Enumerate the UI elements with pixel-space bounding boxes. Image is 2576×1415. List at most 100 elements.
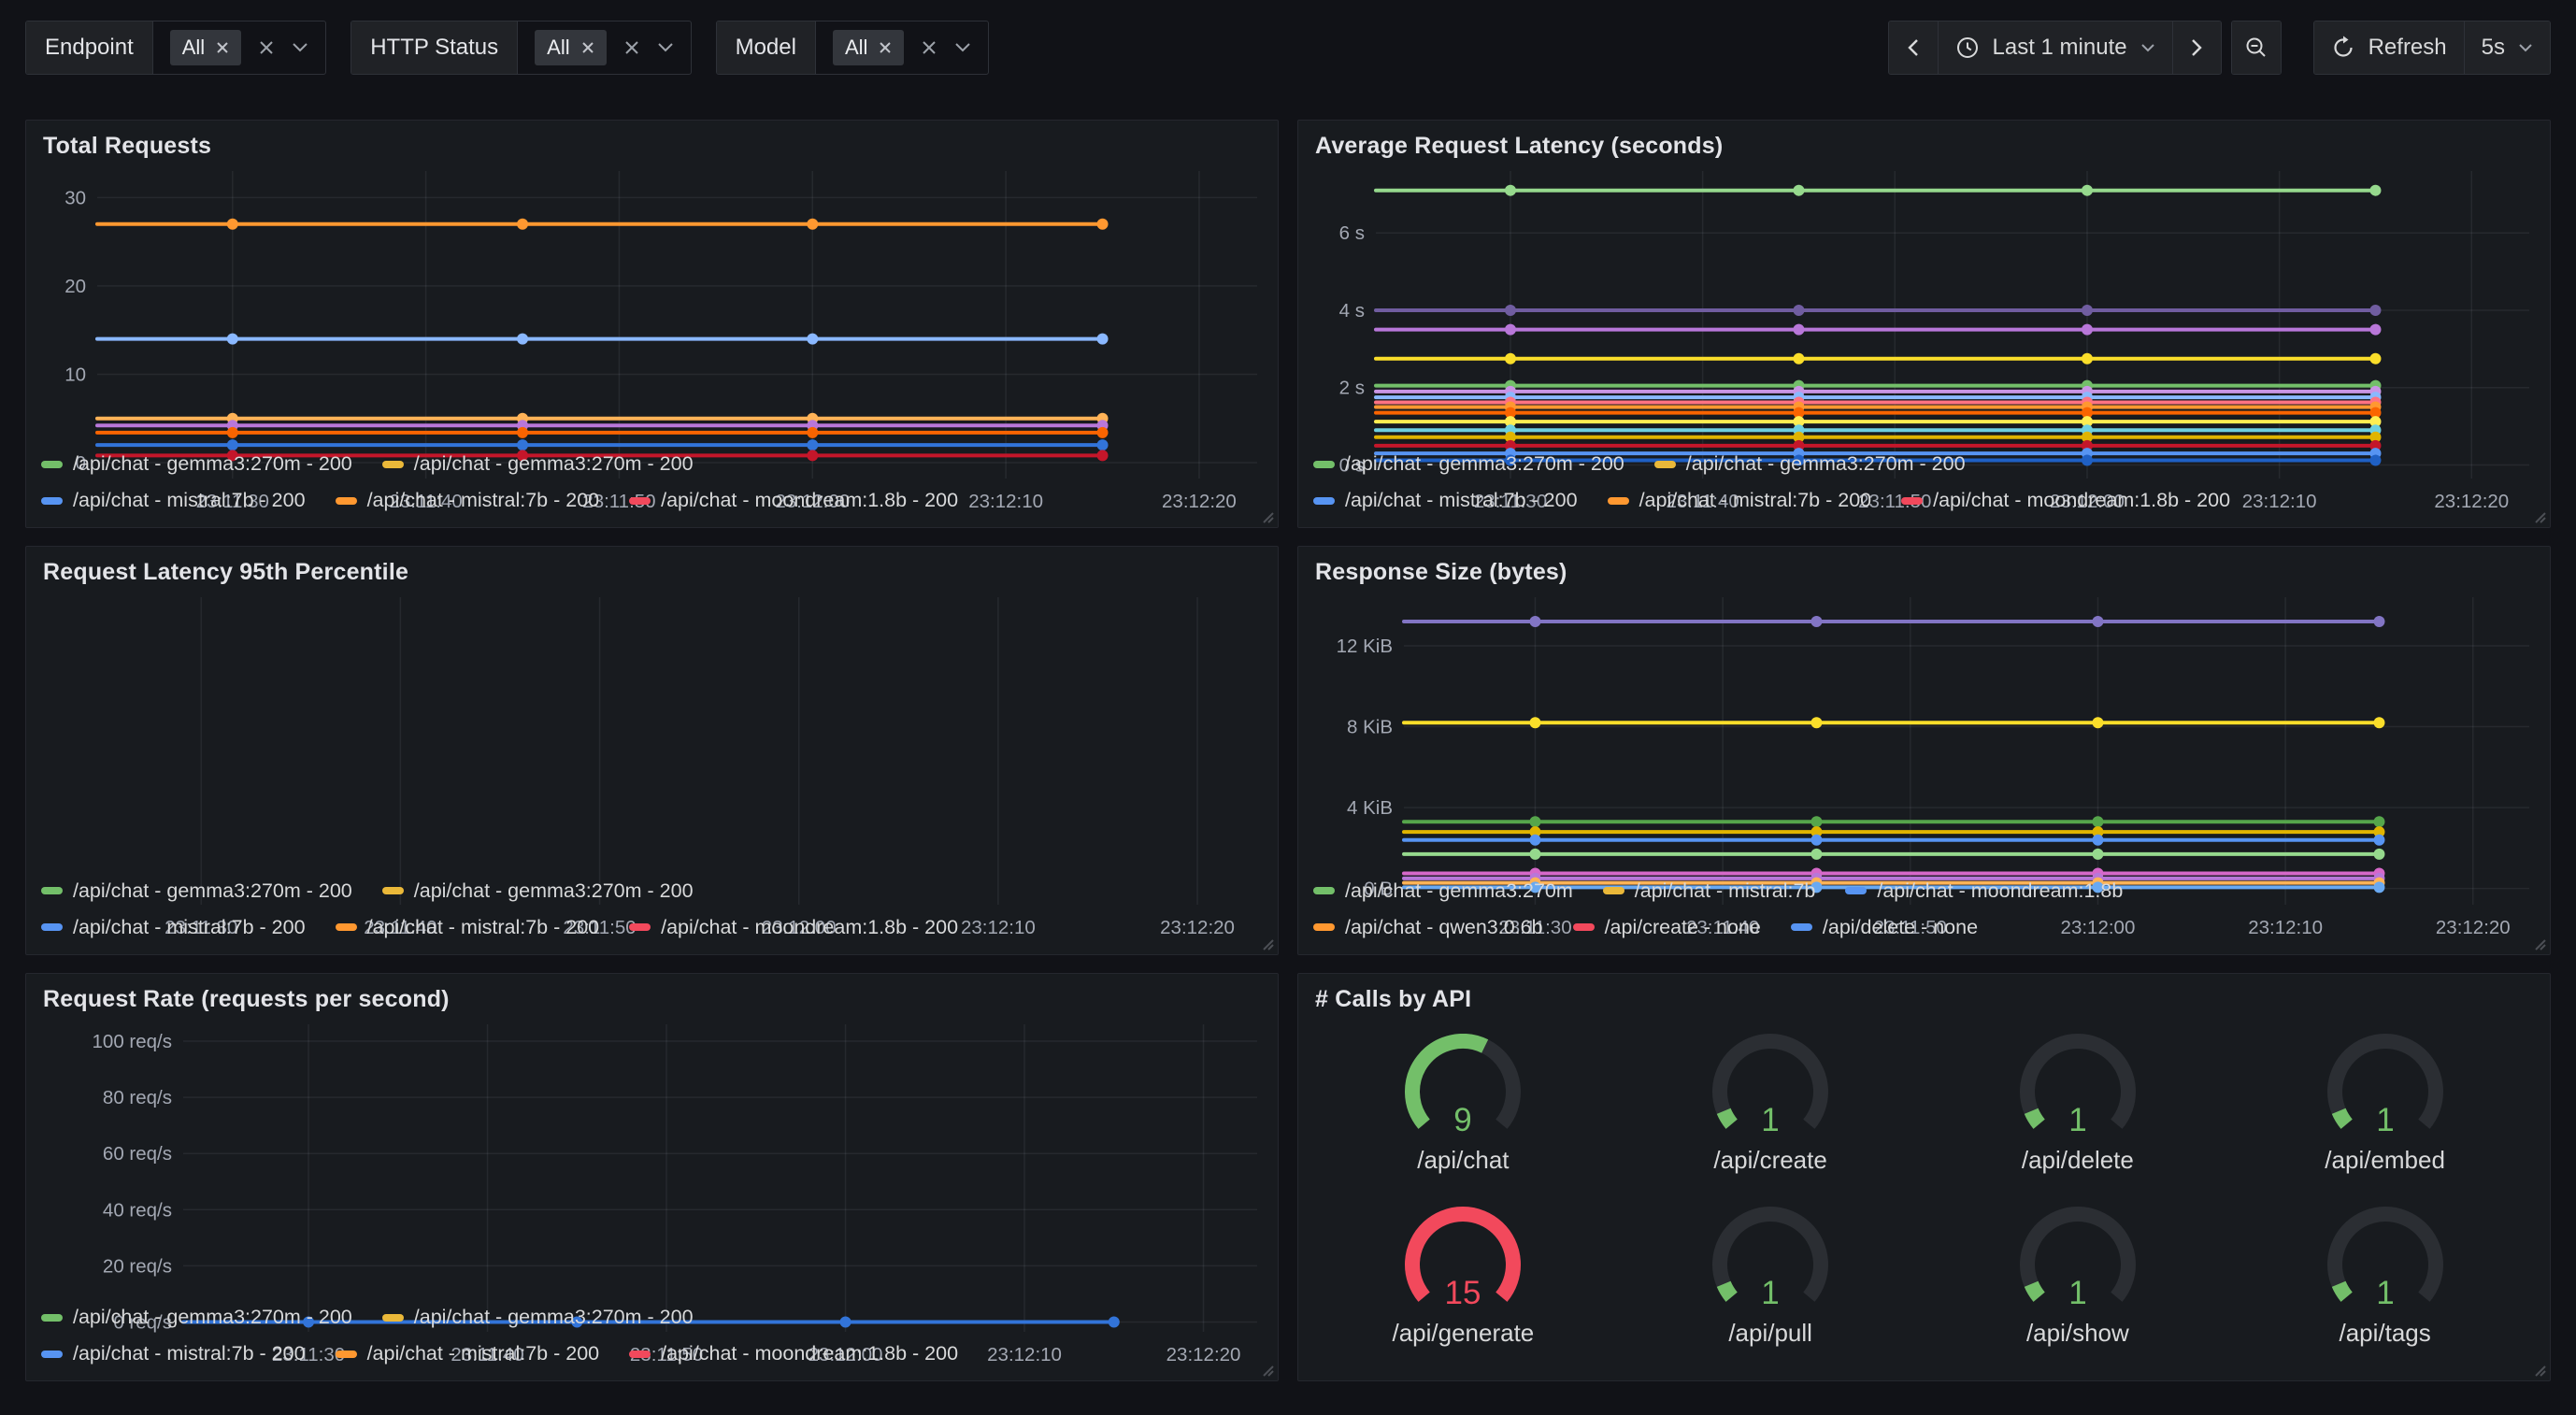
zoom-out-button[interactable] (2232, 21, 2281, 74)
legend-swatch-icon (629, 497, 651, 505)
gauge-canvas: 1 (1690, 1034, 1851, 1144)
panel-header[interactable]: # Calls by API (1298, 974, 2550, 1015)
panel-header[interactable]: Request Rate (requests per second) (26, 974, 1278, 1015)
legend-row: /api/chat - gemma3:270m - 200/api/chat -… (41, 447, 1263, 481)
panel-header[interactable]: Average Request Latency (seconds) (1298, 121, 2550, 162)
chevron-down-icon[interactable] (657, 42, 674, 53)
svg-text:4 KiB: 4 KiB (1347, 797, 1393, 819)
panel-resize-handle[interactable] (1261, 510, 1274, 523)
legend-swatch-icon (41, 887, 63, 894)
legend-swatch-icon (1313, 923, 1335, 931)
filter-value-tag[interactable]: All (833, 30, 904, 65)
legend-swatch-icon (382, 461, 404, 468)
gauge: 1/api/create (1617, 1019, 1925, 1192)
filter-clear-icon[interactable] (623, 39, 640, 56)
filter-model: Model All (716, 21, 990, 75)
panel-response-size: Response Size (bytes) 23:11:3023:11:4023… (1297, 546, 2551, 954)
legend-item[interactable]: /api/chat - gemma3:270m - 200 (382, 879, 694, 903)
filter-value-tag[interactable]: All (170, 30, 241, 65)
legend-item[interactable]: /api/chat - gemma3:270m - 200 (382, 1306, 694, 1329)
tag-remove-icon[interactable] (879, 41, 892, 54)
legend-row: /api/chat - mistral:7b - 200/api/chat - … (41, 483, 1263, 518)
legend-label: /api/chat - mistral:7b - 200 (367, 1342, 600, 1365)
legend-row: /api/chat - qwen3:0.6b/api/create - none… (1313, 910, 2535, 945)
legend-item[interactable]: /api/chat - moondream:1.8b - 200 (629, 1342, 958, 1365)
filter-model-label: Model (717, 21, 816, 74)
time-shift-back-button[interactable] (1889, 21, 1938, 74)
filter-http-status-value[interactable]: All (518, 21, 690, 74)
legend-item[interactable]: /api/chat - mistral:7b - 200 (41, 1342, 306, 1365)
chart-canvas[interactable]: 23:11:3023:11:4023:11:5023:12:0023:12:10… (1306, 162, 2544, 447)
chart-canvas[interactable]: 23:11:3023:11:4023:11:5023:12:0023:12:10… (34, 588, 1272, 873)
legend-item[interactable]: /api/chat - gemma3:270m (1313, 879, 1573, 903)
legend-item[interactable]: /api/delete - none (1791, 916, 1978, 939)
legend-item[interactable]: /api/chat - qwen3:0.6b (1313, 916, 1543, 939)
tag-remove-icon[interactable] (581, 41, 594, 54)
chevron-down-icon (2140, 43, 2155, 53)
panel-resize-handle[interactable] (1261, 1364, 1274, 1377)
chart-canvas[interactable]: 23:11:3023:11:4023:11:5023:12:0023:12:10… (34, 1015, 1272, 1300)
gauge-label: /api/show (2026, 1319, 2129, 1348)
filter-clear-icon[interactable] (921, 39, 937, 56)
filter-value-tag[interactable]: All (535, 30, 606, 65)
legend-item[interactable]: /api/chat - moondream:1.8b (1845, 879, 2123, 903)
legend-item[interactable]: /api/chat - gemma3:270m - 200 (1313, 452, 1624, 476)
filter-model-value[interactable]: All (816, 21, 988, 74)
filter-endpoint-value[interactable]: All (153, 21, 325, 74)
panel-resize-handle[interactable] (2533, 937, 2546, 950)
legend-item[interactable]: /api/chat - gemma3:270m - 200 (41, 452, 352, 476)
svg-text:80 req/s: 80 req/s (103, 1087, 172, 1108)
legend-label: /api/chat - gemma3:270m (1345, 879, 1573, 903)
legend-swatch-icon (41, 461, 63, 468)
gauge-label: /api/chat (1417, 1146, 1509, 1175)
legend-item[interactable]: /api/chat - moondream:1.8b - 200 (1901, 489, 2230, 512)
panel-header[interactable]: Request Latency 95th Percentile (26, 547, 1278, 588)
legend-item[interactable]: /api/chat - mistral:7b - 200 (41, 489, 306, 512)
chart-canvas[interactable]: 23:11:3023:11:4023:11:5023:12:0023:12:10… (1306, 588, 2544, 873)
legend-item[interactable]: /api/create - none (1573, 916, 1761, 939)
legend-item[interactable]: /api/chat - mistral:7b - 200 (1313, 489, 1578, 512)
chart-canvas[interactable]: 23:11:3023:11:4023:11:5023:12:0023:12:10… (34, 162, 1272, 447)
legend-item[interactable]: /api/chat - mistral:7b - 200 (41, 916, 306, 939)
legend-item[interactable]: /api/chat - gemma3:270m - 200 (41, 879, 352, 903)
legend-item[interactable]: /api/chat - gemma3:270m - 200 (41, 1306, 352, 1329)
time-shift-forward-button[interactable] (2172, 21, 2221, 74)
panel-resize-handle[interactable] (2533, 510, 2546, 523)
gauge: 1/api/delete (1925, 1019, 2232, 1192)
clock-icon (1955, 36, 1980, 60)
time-range-button[interactable]: Last 1 minute (1938, 21, 2172, 74)
panel-resize-handle[interactable] (1261, 937, 1274, 950)
legend-item[interactable]: /api/chat - mistral:7b - 200 (336, 1342, 600, 1365)
legend-item[interactable]: /api/chat - moondream:1.8b - 200 (629, 916, 958, 939)
legend-item[interactable]: /api/chat - mistral:7b - 200 (336, 916, 600, 939)
refresh-button[interactable]: Refresh (2314, 21, 2464, 74)
panel-title: Total Requests (43, 133, 1261, 160)
legend-item[interactable]: /api/chat - mistral:7b (1603, 879, 1816, 903)
legend-label: /api/chat - gemma3:270m - 200 (73, 1306, 352, 1329)
filter-clear-icon[interactable] (258, 39, 275, 56)
legend-item[interactable]: /api/chat - mistral:7b - 200 (336, 489, 600, 512)
time-range-label: Last 1 minute (1993, 35, 2127, 61)
tag-remove-icon[interactable] (216, 41, 229, 54)
gauge-canvas: 1 (1690, 1207, 1851, 1317)
legend-item[interactable]: /api/chat - mistral:7b - 200 (1608, 489, 1872, 512)
gauge-label: /api/tags (2339, 1319, 2430, 1348)
panel-resize-handle[interactable] (2533, 1364, 2546, 1377)
legend-item[interactable]: /api/chat - gemma3:270m - 200 (1654, 452, 1966, 476)
legend-label: /api/chat - gemma3:270m - 200 (1345, 452, 1624, 476)
legend-label: /api/chat - mistral:7b - 200 (73, 916, 306, 939)
gauge-grid: 9/api/chat1/api/create1/api/delete1/api/… (1298, 1015, 2550, 1380)
chevron-down-icon[interactable] (292, 42, 308, 53)
legend-label: /api/chat - moondream:1.8b - 200 (661, 916, 958, 939)
legend-swatch-icon (1603, 887, 1624, 894)
chevron-down-icon[interactable] (954, 42, 971, 53)
panel-latency-95th-percentile: Request Latency 95th Percentile 23:11:30… (25, 546, 1279, 954)
legend-label: /api/chat - moondream:1.8b - 200 (1933, 489, 2230, 512)
svg-text:10: 10 (64, 364, 86, 385)
panel-header[interactable]: Response Size (bytes) (1298, 547, 2550, 588)
legend-item[interactable]: /api/chat - gemma3:270m - 200 (382, 452, 694, 476)
panel-header[interactable]: Total Requests (26, 121, 1278, 162)
refresh-interval-button[interactable]: 5s (2464, 21, 2550, 74)
svg-text:30: 30 (64, 187, 86, 208)
legend-item[interactable]: /api/chat - moondream:1.8b - 200 (629, 489, 958, 512)
